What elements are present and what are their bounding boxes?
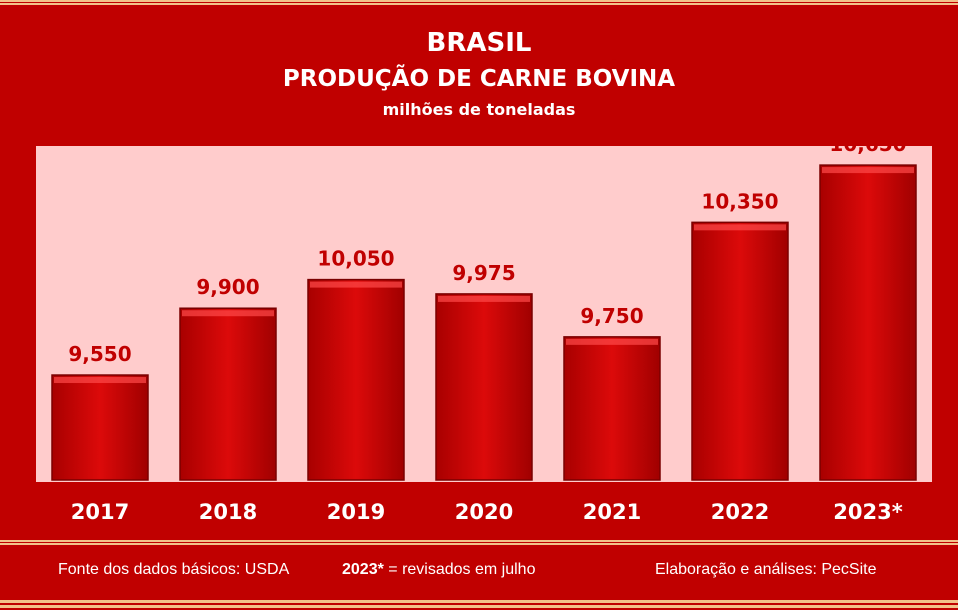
value-label-2019: 10,050	[317, 247, 394, 271]
x-tick-label-2020: 2020	[455, 500, 513, 524]
bar-highlight-2022	[694, 224, 786, 231]
x-tick-label-2021: 2021	[583, 500, 641, 524]
chart-subtitle: PRODUÇÃO DE CARNE BOVINA	[282, 66, 676, 92]
x-tick-label-2017: 2017	[71, 500, 129, 524]
bar-2023*	[819, 164, 917, 481]
x-tick-label-2018: 2018	[199, 500, 257, 524]
bar-highlight-2019	[310, 281, 402, 288]
bar-2021	[563, 336, 661, 481]
x-tick-label-2019: 2019	[327, 500, 385, 524]
value-label-2022: 10,350	[701, 189, 778, 213]
bar-2022	[691, 221, 789, 481]
bar-2020	[435, 293, 533, 481]
value-label-2021: 9,750	[580, 304, 643, 328]
footer-stripe	[0, 540, 958, 548]
value-label-2020: 9,975	[452, 261, 515, 285]
footer-note-text: = revisados em julho	[383, 561, 536, 578]
bar-2017	[51, 374, 149, 481]
footer-source: Fonte dos dados básicos: USDA	[58, 561, 290, 578]
bar-highlight-2017	[54, 377, 146, 384]
bar-2018	[179, 307, 277, 481]
bar-2019	[307, 278, 405, 481]
bar-highlight-2021	[566, 338, 658, 345]
footer-note: 2023* = revisados em julho	[342, 561, 535, 579]
footer-note-year: 2023*	[342, 561, 384, 578]
top-stripe	[0, 0, 958, 8]
bottom-stripe	[0, 598, 958, 610]
bar-highlight-2023*	[822, 167, 914, 174]
bar-highlight-2018	[182, 310, 274, 317]
value-label-2017: 9,550	[68, 342, 131, 366]
value-label-2018: 9,900	[196, 275, 259, 299]
x-tick-label-2023*: 2023*	[833, 500, 902, 524]
chart-title: BRASIL	[426, 28, 532, 58]
bar-highlight-2020	[438, 295, 530, 302]
footer-author: Elaboração e análises: PecSite	[655, 561, 877, 578]
value-label-2023*: 10,650	[829, 132, 906, 156]
bar-chart: 9,550 9,900 10,050 9,975 9,750 10,350 10,650 2…	[51, 132, 917, 524]
x-tick-label-2022: 2022	[711, 500, 769, 524]
chart-unit-label: milhões de toneladas	[382, 100, 576, 119]
